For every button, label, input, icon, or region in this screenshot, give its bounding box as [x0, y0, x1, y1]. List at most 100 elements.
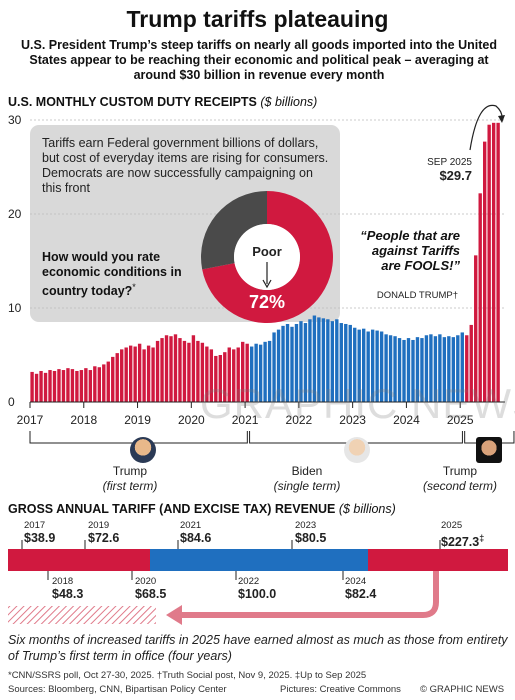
monthly-bar	[84, 368, 88, 402]
annual-bar-trump-first	[8, 549, 150, 571]
monthly-bar	[420, 338, 424, 402]
monthly-bar	[178, 338, 182, 402]
monthly-bar	[164, 335, 169, 402]
annual-year: 2020	[135, 576, 157, 587]
term-name: Biden	[291, 464, 323, 478]
monthly-bar	[227, 347, 231, 402]
sep-arrow-head	[498, 115, 505, 123]
annual-2024: 2024 $82.4	[345, 575, 376, 602]
watermark: GRAPHIC NEWS	[200, 380, 515, 427]
monthly-bar	[312, 315, 317, 402]
monthly-bar	[75, 370, 79, 402]
monthly-bar	[299, 321, 303, 402]
annual-value: $82.4	[345, 587, 377, 601]
x-tick-label: 2022	[286, 413, 313, 427]
monthly-bar	[128, 345, 133, 402]
monthly-bar	[115, 353, 119, 402]
monthly-bar	[43, 372, 48, 402]
trump-avatar-second	[476, 437, 502, 463]
pictures-credit: Pictures: Creative Commons	[280, 684, 401, 695]
monthly-bar	[39, 370, 43, 402]
x-tick-label: 2025	[447, 413, 474, 427]
monthly-bar	[370, 329, 375, 402]
monthly-bar	[236, 347, 240, 402]
term-sub: (first term)	[102, 479, 158, 493]
monthly-bar	[48, 370, 52, 402]
annual-section-title: GROSS ANNUAL TARIFF (AND EXCISE TAX) REV…	[8, 502, 396, 516]
page-title: Trump tariffs plateauing	[126, 6, 389, 32]
annual-2018: 2018 $48.3	[52, 575, 83, 602]
monthly-bar	[303, 323, 308, 402]
term-sub: (single term)	[273, 479, 341, 493]
monthly-bar	[344, 323, 348, 402]
quote-author: DONALD TRUMP†	[340, 290, 458, 301]
monthly-bar	[375, 330, 379, 402]
annual-section-unit: ($ billions)	[338, 502, 396, 516]
monthly-bar	[223, 352, 227, 402]
donut-hole	[234, 224, 300, 290]
monthly-bar	[66, 368, 70, 402]
monthly-section-unit: ($ billions)	[260, 95, 318, 109]
monthly-bar	[160, 338, 164, 402]
monthly-bar	[146, 345, 151, 402]
y-tick-label: 20	[8, 207, 22, 221]
monthly-bar	[362, 328, 366, 402]
quote-author-name: DONALD TRUMP	[376, 290, 453, 301]
monthly-bar	[187, 342, 191, 402]
monthly-bar	[474, 255, 478, 402]
biden-avatar	[344, 437, 370, 463]
annual-value: $72.6	[88, 531, 120, 545]
monthly-bar	[169, 336, 173, 402]
monthly-bar	[232, 349, 236, 402]
monthly-bar	[308, 319, 312, 402]
trump-quote: “People that are against Tariffs are FOO…	[360, 228, 460, 273]
y-tick-label: 0	[8, 395, 15, 409]
monthly-bar	[142, 349, 146, 402]
monthly-bar	[61, 370, 66, 402]
term-trump-first: Trump (first term)	[90, 464, 170, 494]
y-tick-label: 10	[8, 301, 22, 315]
callout-text: Tariffs earn Federal government billions…	[42, 136, 329, 195]
monthly-bar	[290, 326, 294, 402]
monthly-bar	[241, 341, 245, 402]
monthly-bar	[379, 331, 384, 402]
first-term-hatched-bar	[8, 606, 156, 624]
monthly-bar	[106, 361, 110, 402]
y-tick-label: 30	[8, 113, 22, 127]
sep-label: SEP 2025	[427, 157, 472, 168]
monthly-bar	[285, 323, 290, 402]
monthly-bar	[281, 325, 285, 402]
decorations	[8, 104, 505, 625]
monthly-bar	[191, 335, 196, 402]
monthly-bar	[267, 340, 272, 402]
trump-avatar	[130, 437, 156, 463]
x-tick-label: 2017	[17, 413, 44, 427]
monthly-bar	[254, 343, 258, 402]
x-tick-label: 2020	[178, 413, 205, 427]
annual-year: 2019	[88, 520, 110, 531]
monthly-bar	[402, 339, 406, 402]
monthly-section-title: U.S. MONTHLY CUSTOM DUTY RECEIPTS ($ bil…	[8, 95, 317, 109]
term-name: Trump	[442, 464, 478, 478]
monthly-bar	[124, 347, 128, 402]
monthly-bar	[258, 344, 263, 402]
monthly-bar	[348, 324, 352, 402]
callout-question: How would you rate economic conditions i…	[42, 250, 202, 299]
monthly-bar	[155, 340, 160, 402]
monthly-bar	[438, 334, 442, 402]
comparison-arrow	[180, 571, 439, 618]
x-tick-label: 2024	[393, 413, 420, 427]
monthly-bar	[366, 331, 370, 402]
sources: Sources: Bloomberg, CNN, Bipartisan Poli…	[8, 684, 227, 695]
monthly-bar	[79, 370, 84, 402]
annual-value: $100.0	[238, 587, 277, 601]
callout-question-text: How would you rate economic conditions i…	[42, 250, 182, 299]
poll-value: 72%	[248, 292, 286, 312]
term-trump-second: Trump (second term)	[410, 464, 510, 494]
monthly-bar	[460, 332, 464, 402]
x-tick-label: 2023	[339, 413, 366, 427]
monthly-bar	[451, 337, 456, 402]
monthly-bar	[321, 318, 326, 402]
page-subtitle: U.S. President Trump’s steep tariffs on …	[21, 38, 497, 82]
monthly-bar	[353, 327, 357, 402]
